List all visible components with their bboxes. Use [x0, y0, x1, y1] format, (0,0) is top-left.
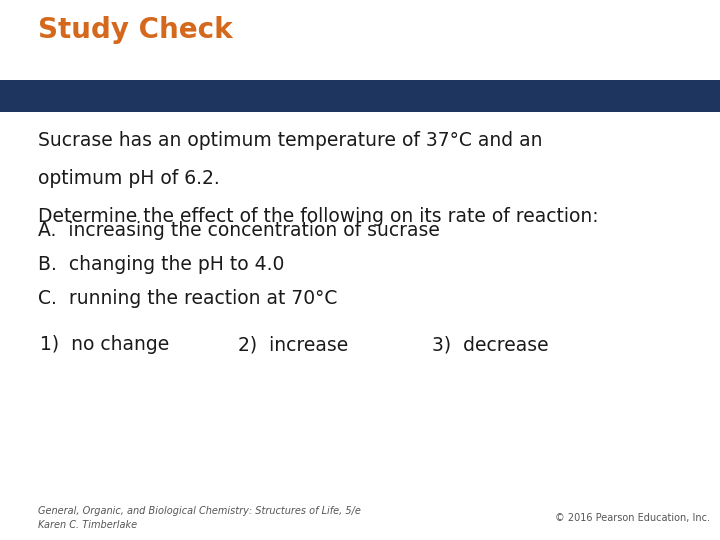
Text: optimum pH of 6.2.: optimum pH of 6.2. [38, 168, 220, 187]
Text: Sucrase has an optimum temperature of 37°C and an: Sucrase has an optimum temperature of 37… [38, 131, 542, 150]
Text: 2)  increase: 2) increase [238, 335, 348, 354]
Bar [0, 80, 720, 112]
Text: C.  running the reaction at 70°C: C. running the reaction at 70°C [38, 288, 338, 307]
Text: Determine the effect of the following on its rate of reaction:: Determine the effect of the following on… [38, 206, 598, 226]
Text: © 2016 Pearson Education, Inc.: © 2016 Pearson Education, Inc. [555, 513, 710, 523]
Text: 1)  no change: 1) no change [40, 335, 169, 354]
Text: A.  increasing the concentration of sucrase: A. increasing the concentration of sucra… [38, 220, 440, 240]
Text: 3)  decrease: 3) decrease [432, 335, 549, 354]
Text: General, Organic, and Biological Chemistry: Structures of Life, 5/e
Karen C. Tim: General, Organic, and Biological Chemist… [38, 507, 361, 530]
Text: B.  changing the pH to 4.0: B. changing the pH to 4.0 [38, 254, 284, 273]
Text: Study Check: Study Check [38, 16, 233, 44]
